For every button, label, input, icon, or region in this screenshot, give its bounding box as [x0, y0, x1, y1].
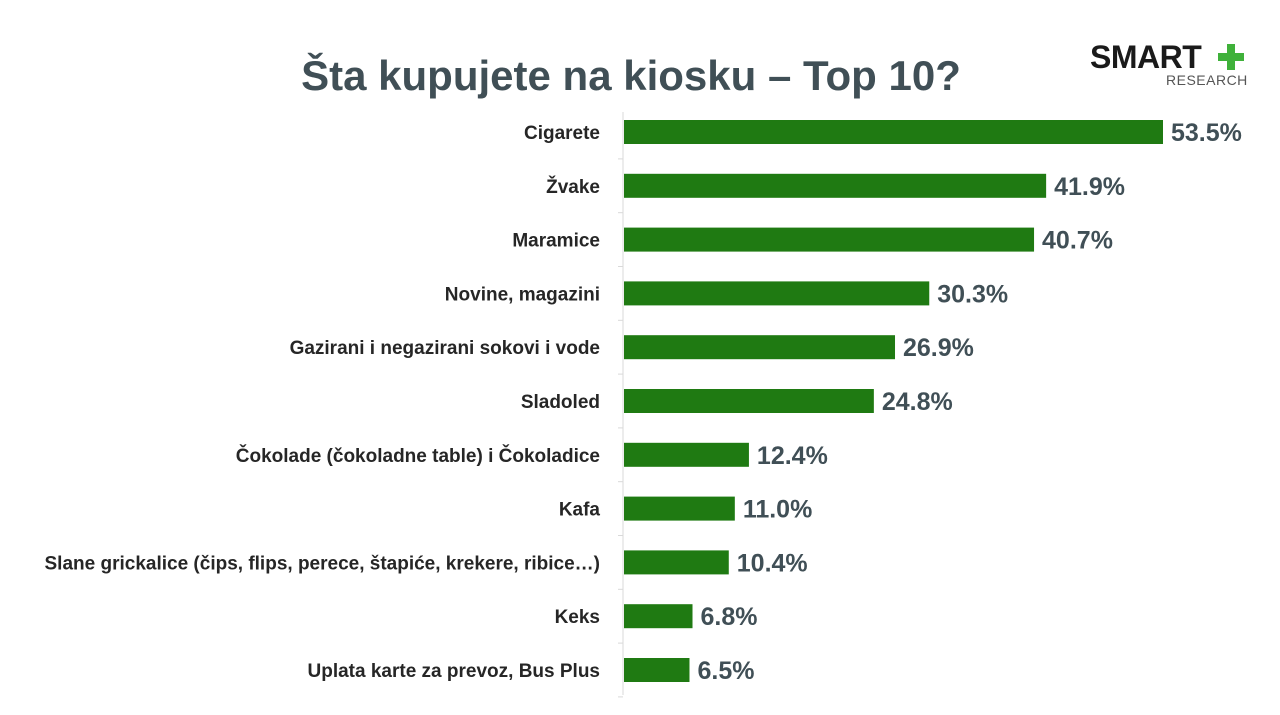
bar: [624, 227, 1035, 252]
data-label: 12.4%: [757, 442, 828, 470]
category-label: Žvake: [546, 176, 600, 198]
logo-sub-text: RESEARCH: [1166, 72, 1248, 88]
data-label: 10.4%: [737, 549, 808, 577]
category-label: Keks: [555, 607, 600, 628]
bar: [624, 120, 1163, 144]
bar: [624, 658, 690, 682]
bar: [624, 335, 896, 360]
chart-title: Šta kupujete na kiosku – Top 10?: [301, 52, 961, 99]
category-label: Čokolade (čokoladne table) i Čokoladice: [236, 445, 600, 467]
category-label: Uplata karte za prevoz, Bus Plus: [308, 661, 601, 682]
category-label: Maramice: [512, 231, 600, 252]
data-label: 30.3%: [937, 280, 1008, 308]
smart-research-logo: SMART RESEARCH: [1090, 40, 1250, 92]
category-label: Cigarete: [524, 123, 600, 144]
data-label: 6.8%: [701, 603, 758, 631]
category-label: Slane grickalice (čips, flips, perece, š…: [45, 553, 601, 574]
bar: [624, 442, 749, 467]
category-label: Kafa: [559, 500, 601, 521]
data-label: 6.5%: [697, 657, 754, 685]
data-label: 11.0%: [743, 496, 813, 524]
bar: [624, 389, 874, 413]
bar: [624, 281, 930, 306]
bar: [624, 604, 693, 629]
bar: [624, 173, 1047, 198]
data-label: 40.7%: [1042, 227, 1113, 255]
category-label: Sladoled: [521, 392, 600, 413]
logo-main-text: SMART: [1090, 39, 1202, 75]
data-label: 53.5%: [1171, 119, 1242, 147]
data-label: 26.9%: [903, 334, 974, 362]
bar: [624, 550, 729, 575]
category-label: Novine, magazini: [445, 284, 600, 305]
data-label: 41.9%: [1054, 173, 1125, 201]
plus-icon: [1218, 44, 1244, 70]
bar: [624, 496, 735, 521]
category-label: Gazirani i negazirani sokovi i vode: [290, 338, 600, 359]
data-label: 24.8%: [882, 388, 953, 416]
